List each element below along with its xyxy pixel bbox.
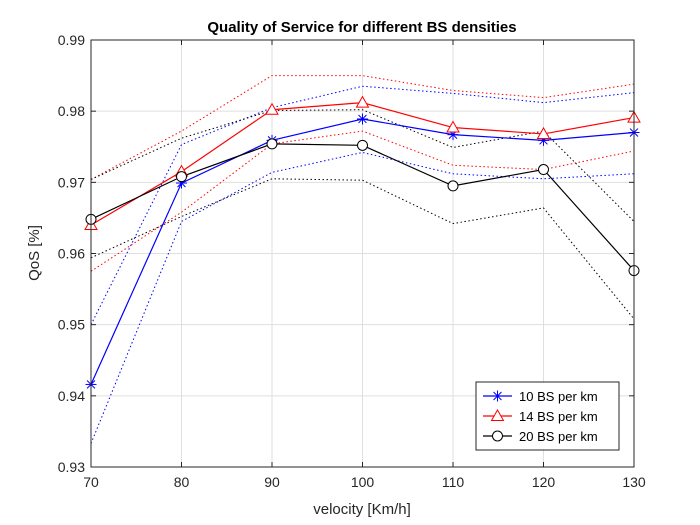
x-axis-ticks: 70 80 90 100 110 120 130 (83, 40, 646, 490)
series-markers (84, 95, 641, 390)
series-2-point (355, 95, 370, 108)
y-tick-label: 0.93 (58, 459, 85, 475)
series-2-point (536, 126, 551, 139)
x-tick-label: 130 (622, 474, 646, 490)
legend-label: 10 BS per km (519, 389, 598, 404)
x-axis-label: velocity [Km/h] (313, 501, 411, 518)
series-3-point (538, 164, 549, 176)
series-3-point (176, 171, 187, 183)
series-3-point (266, 138, 278, 150)
series-3-point (357, 139, 368, 151)
series-1-point (357, 113, 368, 125)
series-1-upper-bound (90, 85, 635, 325)
y-tick-label: 0.97 (58, 174, 85, 190)
x-tick-label: 100 (351, 474, 375, 490)
x-tick-label: 90 (264, 474, 280, 490)
legend-label: 20 BS per km (519, 429, 598, 444)
x-tick-label: 110 (442, 474, 465, 490)
x-tick-label: 70 (83, 474, 99, 490)
series-2-point (265, 102, 279, 115)
legend-label: 14 BS per km (519, 409, 598, 424)
legend-swatch-marker (492, 390, 503, 402)
legend-swatch-marker (490, 408, 505, 421)
y-tick-label: 0.96 (58, 246, 85, 262)
series-3-point (447, 180, 459, 192)
legend-item: 14 BS per km (483, 408, 598, 424)
legend: 10 BS per km 14 BS per km 20 BS per km (475, 381, 620, 451)
y-tick-label: 0.98 (58, 103, 85, 119)
series-3-lower-bound (90, 178, 635, 320)
y-axis-ticks: 0.93 0.94 0.95 0.96 0.97 0.98 0.99 (58, 32, 634, 475)
y-tick-label: 0.94 (58, 388, 85, 404)
legend-item: 20 BS per km (483, 429, 598, 444)
x-tick-label: 80 (174, 474, 190, 490)
y-axis-label: QoS [%] (26, 225, 43, 281)
legend-swatch-marker (492, 430, 503, 442)
chart-title: Quality of Service for different BS dens… (207, 19, 516, 36)
series-3-upper-bound (90, 109, 635, 222)
series-2-point (446, 120, 460, 133)
legend-item: 10 BS per km (483, 389, 598, 404)
y-tick-label: 0.95 (58, 317, 85, 333)
y-tick-label: 0.99 (58, 32, 85, 48)
x-tick-label: 120 (532, 474, 556, 490)
